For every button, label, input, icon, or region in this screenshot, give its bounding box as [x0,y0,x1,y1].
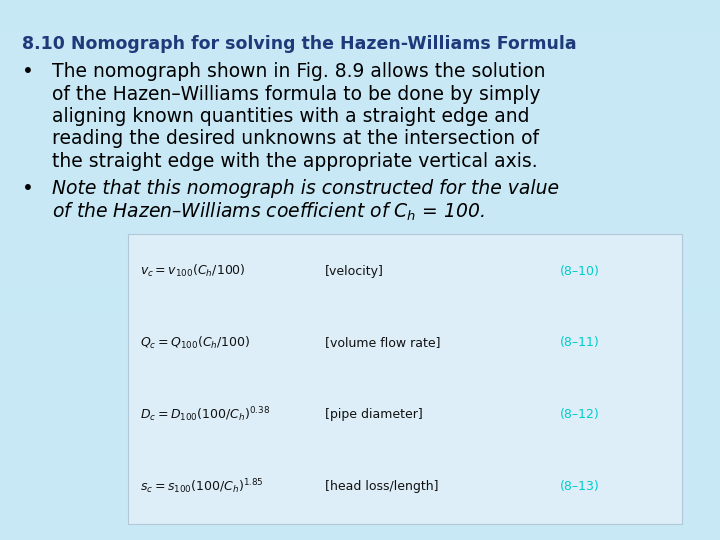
Text: [velocity]: [velocity] [325,265,384,278]
Text: (8–10): (8–10) [560,265,600,278]
Text: [head loss/length]: [head loss/length] [325,480,438,492]
Text: [pipe diameter]: [pipe diameter] [325,408,423,421]
Text: aligning known quantities with a straight edge and: aligning known quantities with a straigh… [52,107,529,126]
Text: (8–13): (8–13) [560,480,600,492]
Text: 8.10 Nomograph for solving the Hazen-Williams Formula: 8.10 Nomograph for solving the Hazen-Wil… [22,35,577,53]
Text: the straight edge with the appropriate vertical axis.: the straight edge with the appropriate v… [52,152,538,171]
Text: •: • [22,179,34,198]
Text: of the Hazen–Williams formula to be done by simply: of the Hazen–Williams formula to be done… [52,84,541,104]
Text: $D_c = D_{100}(100/C_h)^{0.38}$: $D_c = D_{100}(100/C_h)^{0.38}$ [140,405,270,424]
Text: (8–12): (8–12) [560,408,600,421]
Text: $s_c = s_{100}(100/C_h)^{1.85}$: $s_c = s_{100}(100/C_h)^{1.85}$ [140,477,264,496]
Text: (8–11): (8–11) [560,336,600,349]
Text: $v_c = v_{100}(C_h/100)$: $v_c = v_{100}(C_h/100)$ [140,264,246,279]
Text: Note that this nomograph is constructed for the value: Note that this nomograph is constructed … [52,179,559,198]
FancyBboxPatch shape [128,233,682,524]
Text: of the Hazen–Williams coefficient of $C_h$ = 100.: of the Hazen–Williams coefficient of $C_… [52,201,485,224]
Text: •: • [22,62,34,81]
Text: [volume flow rate]: [volume flow rate] [325,336,441,349]
Text: The nomograph shown in Fig. 8.9 allows the solution: The nomograph shown in Fig. 8.9 allows t… [52,62,546,81]
Text: $Q_c = Q_{100}(C_h/100)$: $Q_c = Q_{100}(C_h/100)$ [140,335,251,351]
Text: reading the desired unknowns at the intersection of: reading the desired unknowns at the inte… [52,130,539,148]
